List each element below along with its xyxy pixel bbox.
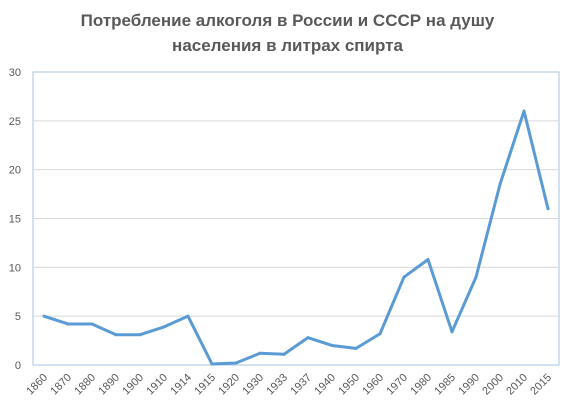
data-point xyxy=(426,258,430,262)
x-tick-label: 1870 xyxy=(48,372,74,398)
data-point xyxy=(354,346,358,350)
chart-title-line1: Потребление алкоголя в России и СССР на … xyxy=(80,11,495,30)
data-point xyxy=(450,330,454,334)
x-tick-label: 1960 xyxy=(360,372,386,398)
x-tick-label: 1914 xyxy=(168,372,194,398)
series-group xyxy=(42,109,550,366)
x-tick-label: 1980 xyxy=(408,372,434,398)
data-point xyxy=(378,332,382,336)
data-point xyxy=(258,351,262,355)
data-point xyxy=(186,314,190,318)
series-line xyxy=(42,109,550,366)
y-tick-label: 10 xyxy=(9,262,21,274)
y-tick-label: 5 xyxy=(15,311,21,323)
x-tick-label: 1860 xyxy=(24,372,50,398)
y-tick-label: 15 xyxy=(9,214,21,226)
x-tick-label: 1920 xyxy=(216,372,242,398)
data-point xyxy=(306,336,310,340)
data-point xyxy=(162,325,166,329)
y-axis: 0 5 10 15 20 25 30 xyxy=(9,67,21,372)
data-point xyxy=(282,352,286,356)
data-point xyxy=(66,322,70,326)
data-point xyxy=(42,314,46,318)
gridlines xyxy=(33,120,559,317)
x-tick-label: 1930 xyxy=(240,372,266,398)
chart-title: Потребление алкоголя в России и СССР на … xyxy=(0,8,575,58)
data-point xyxy=(546,207,550,211)
x-tick-label: 1970 xyxy=(384,372,410,398)
y-tick-label: 30 xyxy=(9,67,21,79)
y-tick-label: 20 xyxy=(9,165,21,177)
y-tick-label: 25 xyxy=(9,116,21,128)
x-tick-label: 1880 xyxy=(72,372,98,398)
data-point xyxy=(498,182,502,186)
data-point xyxy=(234,361,238,365)
x-tick-label: 2000 xyxy=(480,372,506,398)
data-point xyxy=(522,109,526,113)
x-tick-label: 1900 xyxy=(120,372,146,398)
data-point xyxy=(330,343,334,347)
x-tick-label: 1985 xyxy=(432,372,458,398)
x-axis: 1860187018801890190019101914191519201930… xyxy=(24,372,554,398)
x-tick-label: 1915 xyxy=(192,372,218,398)
x-tick-label: 1950 xyxy=(336,372,362,398)
data-point xyxy=(402,275,406,279)
data-point xyxy=(90,322,94,326)
x-tick-label: 1940 xyxy=(312,372,338,398)
data-point xyxy=(138,333,142,337)
x-tick-label: 1910 xyxy=(144,372,170,398)
x-tick-label: 1933 xyxy=(264,372,290,398)
x-tick-label: 1890 xyxy=(96,372,122,398)
chart-title-line2: населения в литрах спирта xyxy=(172,36,403,55)
y-tick-label: 0 xyxy=(15,360,21,372)
x-tick-label: 1990 xyxy=(456,372,482,398)
data-point xyxy=(114,333,118,337)
x-tick-label: 2015 xyxy=(528,372,554,398)
x-tick-label: 2010 xyxy=(504,372,530,398)
x-tick-label: 1937 xyxy=(288,372,314,398)
data-point xyxy=(210,362,214,366)
data-point xyxy=(474,275,478,279)
